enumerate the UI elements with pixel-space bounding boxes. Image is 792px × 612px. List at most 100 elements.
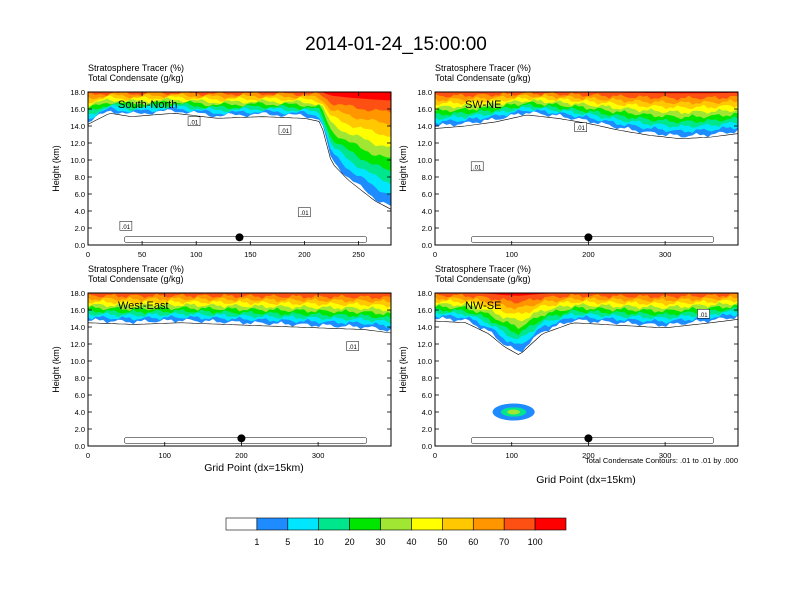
- y-axis-label: Height (km): [398, 346, 408, 393]
- contour-label: .01: [577, 126, 586, 132]
- x-tick-label: 0: [433, 250, 437, 259]
- y-tick-label: 10.0: [417, 357, 432, 366]
- x-tick-label: 100: [190, 250, 203, 259]
- panel-left-title-2: Total Condensate (g/kg): [435, 274, 531, 284]
- surface-contour: [471, 437, 715, 444]
- location-marker: [237, 434, 246, 443]
- y-tick-label: 16.0: [417, 105, 432, 114]
- tracer-band: [435, 92, 738, 101]
- contour-label: .01: [473, 165, 482, 171]
- y-tick-label: 18.0: [417, 88, 432, 97]
- x-tick-label: 250: [352, 250, 365, 259]
- panel-left-title-2: Total Condensate (g/kg): [88, 73, 184, 83]
- contour-label: .01: [190, 120, 199, 126]
- panel-left-title-1: Stratosphere Tracer (%): [88, 63, 184, 73]
- colorbar-label: 50: [437, 537, 447, 547]
- y-tick-label: 6.0: [422, 391, 432, 400]
- surface-contour: [124, 437, 368, 444]
- y-tick-label: 16.0: [417, 306, 432, 315]
- tracer-band: [435, 293, 738, 304]
- colorbar-swatch: [349, 517, 381, 531]
- contour-label: .01: [699, 313, 708, 319]
- y-tick-label: 14.0: [417, 323, 432, 332]
- panel-sw-ne: .01 .01 0.0 2.0 4.0 6.0 8.0 10.0 12.0 14.0 16.0 18.…: [398, 63, 739, 259]
- colorbar-swatch: [318, 517, 350, 531]
- condensate-contour: [435, 319, 738, 355]
- y-tick-label: 8.0: [422, 374, 432, 383]
- panel-left-title-1: Stratosphere Tracer (%): [435, 63, 531, 73]
- colorbar-label: 30: [376, 537, 386, 547]
- y-tick-label: 14.0: [70, 323, 85, 332]
- surface-contour: [124, 236, 368, 243]
- y-tick-label: 0.0: [75, 241, 85, 250]
- panel-title: NW-SE: [465, 300, 501, 312]
- colorbar-swatch: [442, 517, 474, 531]
- panel-nw-se: .01 0.0 2.0 4.0 6.0 8.0 10.0 12.0 14.0 16.0 18.0 0 1…: [398, 264, 739, 460]
- x-tick-label: 0: [86, 250, 90, 259]
- y-tick-label: 4.0: [422, 408, 432, 417]
- tracer-band: [472, 293, 685, 296]
- tracer-field: [435, 92, 738, 243]
- x-tick-label: 50: [138, 250, 146, 259]
- colorbar-swatch: [256, 517, 289, 531]
- condensate-blob-inner: [507, 409, 520, 415]
- y-tick-label: 2.0: [75, 425, 85, 434]
- panel-west-east: .01 0.0 2.0 4.0 6.0 8.0 10.0 12.0 14.0 16.0 18.0 0 1…: [51, 264, 392, 460]
- contour-label-box: [574, 122, 587, 132]
- panel-left-title-1: Stratosphere Tracer (%): [435, 264, 531, 274]
- contour-label-box: [470, 161, 484, 172]
- x-tick-label: 100: [158, 451, 171, 460]
- x-tick-label: 200: [298, 250, 311, 259]
- location-marker: [235, 233, 244, 242]
- contour-label-box: [298, 207, 311, 217]
- y-tick-label: 10.0: [70, 357, 85, 366]
- x-tick-label: 100: [505, 250, 518, 259]
- y-axis-label: Height (km): [398, 145, 408, 192]
- location-marker: [584, 233, 593, 242]
- contour-label-box: [346, 341, 359, 351]
- contour-label: .01: [281, 129, 290, 135]
- y-tick-label: 8.0: [75, 374, 85, 383]
- tracer-field: [88, 293, 391, 444]
- y-tick-label: 18.0: [70, 88, 85, 97]
- y-tick-label: 16.0: [70, 105, 85, 114]
- y-tick-label: 10.0: [417, 156, 432, 165]
- panel-left-title-1: Stratosphere Tracer (%): [88, 264, 184, 274]
- y-tick-label: 4.0: [75, 207, 85, 216]
- surface-contour: [471, 236, 715, 243]
- colorbar-label: 100: [528, 537, 543, 547]
- plot-frame: [87, 292, 392, 447]
- x-tick-label: 0: [86, 451, 90, 460]
- y-axis-label: Height (km): [51, 145, 61, 192]
- x-tick-label: 150: [244, 250, 257, 259]
- colorbar-swatch: [380, 517, 412, 531]
- y-tick-label: 18.0: [417, 289, 432, 298]
- colorbar-label: 40: [406, 537, 416, 547]
- y-tick-label: 2.0: [75, 224, 85, 233]
- panel-left-title-2: Total Condensate (g/kg): [435, 73, 531, 83]
- y-axis-label: Height (km): [51, 346, 61, 393]
- y-tick-label: 14.0: [417, 122, 432, 131]
- colorbar-label: 20: [345, 537, 355, 547]
- colorbar-label: 5: [285, 537, 290, 547]
- tracer-band: [320, 92, 391, 101]
- y-tick-label: 6.0: [422, 190, 432, 199]
- colorbar-swatch: [503, 517, 536, 531]
- contour-label-box: [697, 309, 710, 319]
- y-tick-label: 16.0: [70, 306, 85, 315]
- y-tick-label: 12.0: [417, 139, 432, 148]
- y-tick-label: 8.0: [75, 173, 85, 182]
- plot-frame: [434, 292, 739, 447]
- y-tick-label: 8.0: [422, 173, 432, 182]
- x-tick-label: 200: [235, 451, 248, 460]
- y-tick-label: 0.0: [75, 442, 85, 451]
- y-tick-label: 18.0: [70, 289, 85, 298]
- colorbar: 1 5 10 20 30 40 50 60 70 100: [225, 517, 567, 547]
- xlabel-right: Grid Point (dx=15km): [536, 474, 636, 486]
- y-tick-label: 0.0: [422, 241, 432, 250]
- panel-title: West-East: [118, 300, 169, 312]
- y-tick-label: 6.0: [75, 391, 85, 400]
- y-tick-label: 4.0: [422, 207, 432, 216]
- contour-label-box: [187, 116, 201, 126]
- x-tick-label: 300: [659, 451, 672, 460]
